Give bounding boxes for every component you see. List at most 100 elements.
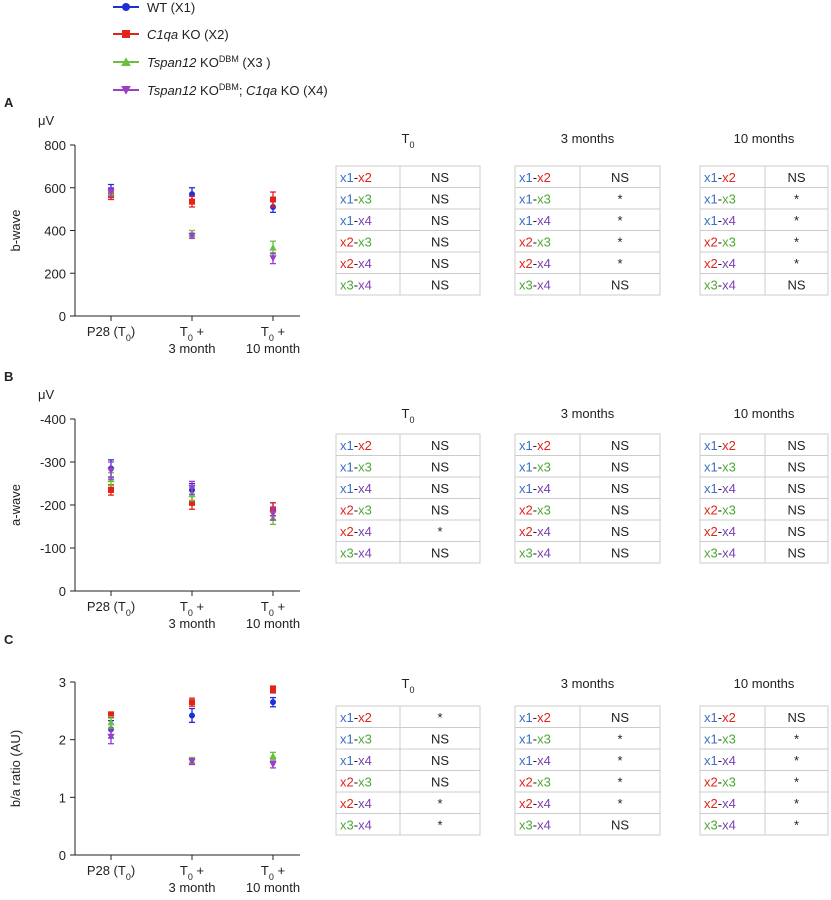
- text-run: x3: [340, 546, 354, 561]
- text-run: x3: [722, 503, 736, 518]
- text-run: x4: [537, 524, 551, 539]
- text-run: 0: [188, 333, 193, 343]
- y-tick-label: -400: [40, 412, 66, 427]
- text-run: x4: [537, 796, 551, 811]
- text-run: x3: [519, 278, 533, 293]
- comparison-label: x2-x3: [519, 775, 551, 790]
- y-tick-label: -100: [40, 541, 66, 556]
- text-run: -: [354, 732, 358, 747]
- text-run: 0: [126, 872, 131, 882]
- text-run: -: [533, 278, 537, 293]
- text-run: T: [261, 863, 269, 878]
- text-run: x3: [358, 192, 372, 207]
- text-run: x1: [704, 170, 718, 185]
- text-run: -: [718, 524, 722, 539]
- text-run: -: [354, 524, 358, 539]
- marker: [188, 232, 196, 240]
- table-cell: [764, 541, 829, 564]
- text-run: KO: [196, 55, 218, 70]
- text-run: x4: [722, 796, 736, 811]
- x-tick-label: 3 month: [169, 341, 216, 356]
- text-run: -: [533, 256, 537, 271]
- comparison-result: NS: [431, 503, 449, 518]
- text-run: x2: [340, 503, 354, 518]
- table-cell: [399, 273, 481, 296]
- text-run: x4: [537, 278, 551, 293]
- text-run: x3: [358, 775, 372, 790]
- text-run: x1: [519, 170, 533, 185]
- comparison-result: NS: [431, 546, 449, 561]
- comparison-result: NS: [611, 481, 629, 496]
- text-run: -: [354, 481, 358, 496]
- text-run: x2: [519, 775, 533, 790]
- comparison-label: x1-x4: [340, 481, 372, 496]
- text-run: T: [261, 599, 269, 614]
- comparison-label: x2-x4: [340, 524, 372, 539]
- panel-letter: C: [4, 632, 14, 647]
- comparison-result: *: [617, 213, 622, 228]
- comparison-result: NS: [611, 524, 629, 539]
- text-run: 0: [269, 872, 274, 882]
- text-run: 10 month: [246, 616, 300, 631]
- text-run: x4: [722, 278, 736, 293]
- comparison-result: NS: [611, 546, 629, 561]
- comparison-result: NS: [431, 192, 449, 207]
- comparison-result: *: [794, 818, 799, 833]
- y-tick-label: 3: [59, 675, 66, 690]
- x-tick-label: 10 month: [246, 880, 300, 895]
- y-tick-label: -200: [40, 498, 66, 513]
- text-run: -: [533, 818, 537, 833]
- text-run: x3: [358, 732, 372, 747]
- comparison-label: x2-x4: [340, 796, 372, 811]
- panel-letter: B: [4, 369, 13, 384]
- text-run: x2: [537, 438, 551, 453]
- text-run: WT (X1): [147, 0, 195, 15]
- text-run: x4: [722, 481, 736, 496]
- comparison-label: x2-x4: [704, 256, 736, 271]
- text-run: x1: [704, 481, 718, 496]
- text-run: -: [533, 503, 537, 518]
- text-run: x4: [358, 546, 372, 561]
- marker: [108, 486, 114, 493]
- comparison-result: NS: [431, 438, 449, 453]
- text-run: -: [718, 503, 722, 518]
- comparison-result: NS: [787, 503, 805, 518]
- comparison-label: x1-x2: [519, 438, 551, 453]
- text-run: -: [533, 460, 537, 475]
- table-header: 3 months: [561, 406, 615, 421]
- text-run: x3: [519, 818, 533, 833]
- text-run: x2: [537, 170, 551, 185]
- comparison-label: x3-x4: [519, 546, 551, 561]
- comparison-result: NS: [431, 213, 449, 228]
- marker: [269, 255, 277, 262]
- comparison-result: *: [437, 818, 442, 833]
- text-run: 0: [269, 608, 274, 618]
- comparison-result: NS: [431, 732, 449, 747]
- x-tick-label: 10 month: [246, 341, 300, 356]
- text-run: -: [354, 796, 358, 811]
- text-run: x4: [537, 546, 551, 561]
- text-run: x2: [340, 775, 354, 790]
- text-run: -: [718, 278, 722, 293]
- text-run: ): [131, 599, 135, 614]
- comparison-label: x2-x3: [704, 503, 736, 518]
- marker: [270, 699, 276, 706]
- text-run: x2: [519, 235, 533, 250]
- table-cell: [399, 541, 481, 564]
- text-run: x4: [722, 818, 736, 833]
- comparison-result: NS: [431, 775, 449, 790]
- text-run: x3: [722, 235, 736, 250]
- text-run: x1: [340, 170, 354, 185]
- text-run: x4: [722, 753, 736, 768]
- text-run: Tspan12: [147, 55, 197, 70]
- text-run: -: [533, 524, 537, 539]
- x-tick-label: 3 month: [169, 616, 216, 631]
- text-run: x2: [537, 710, 551, 725]
- comparison-result: *: [617, 775, 622, 790]
- comparison-label: x3-x4: [519, 278, 551, 293]
- text-run: x2: [340, 256, 354, 271]
- marker: [107, 718, 115, 726]
- comparison-result: NS: [787, 278, 805, 293]
- text-run: x1: [519, 192, 533, 207]
- text-run: x3: [358, 460, 372, 475]
